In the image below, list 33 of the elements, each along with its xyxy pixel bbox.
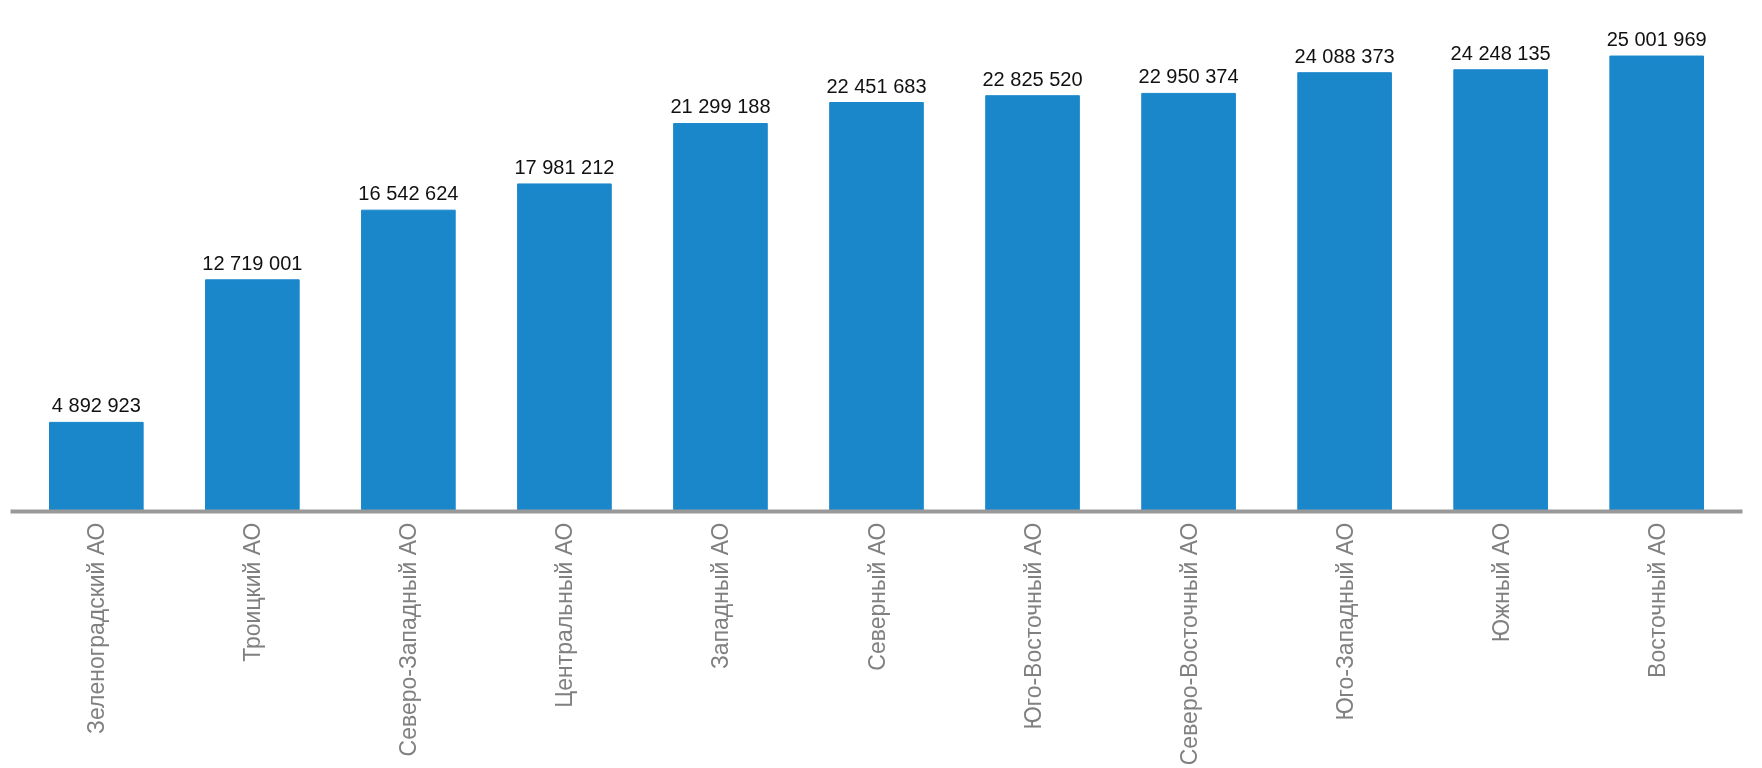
bar — [517, 183, 612, 512]
data-label: 4 892 923 — [51, 394, 141, 417]
x-tick-label: Юго-Восточный АО — [1019, 522, 1046, 730]
bar — [673, 123, 768, 512]
x-tick-label: Северо-Западный АО — [395, 522, 422, 757]
data-label: 22 451 683 — [826, 74, 927, 97]
x-tick-label: Южный АО — [1487, 522, 1514, 643]
data-label: 25 001 969 — [1606, 28, 1707, 51]
x-tick-label: Северо-Восточный АО — [1175, 522, 1202, 766]
x-tick-label: Троицкий АО — [239, 522, 266, 662]
data-label: 16 542 624 — [358, 182, 459, 205]
data-label: 12 719 001 — [202, 251, 303, 274]
bar — [1297, 72, 1392, 512]
x-tick-label: Восточный АО — [1643, 522, 1670, 678]
x-tick-label: Северный АО — [863, 522, 890, 671]
x-tick-label: Юго-Западный АО — [1331, 522, 1358, 721]
x-tick-label: Западный АО — [707, 522, 734, 670]
bar — [205, 279, 300, 512]
data-label: 21 299 188 — [670, 95, 771, 118]
data-label: 22 950 374 — [1138, 65, 1239, 88]
data-label: 22 825 520 — [982, 67, 1083, 90]
data-label: 24 248 135 — [1450, 41, 1551, 64]
bar — [49, 421, 144, 512]
bar — [1609, 55, 1704, 512]
x-tick-label: Центральный АО — [551, 522, 578, 708]
data-label: 24 088 373 — [1294, 44, 1395, 67]
bar — [1453, 69, 1548, 512]
bar — [361, 209, 456, 512]
x-tick-label: Зеленоградский АО — [83, 522, 110, 734]
bar — [829, 102, 924, 512]
bar — [985, 95, 1080, 512]
bar — [1141, 92, 1236, 512]
data-label: 17 981 212 — [514, 155, 615, 178]
